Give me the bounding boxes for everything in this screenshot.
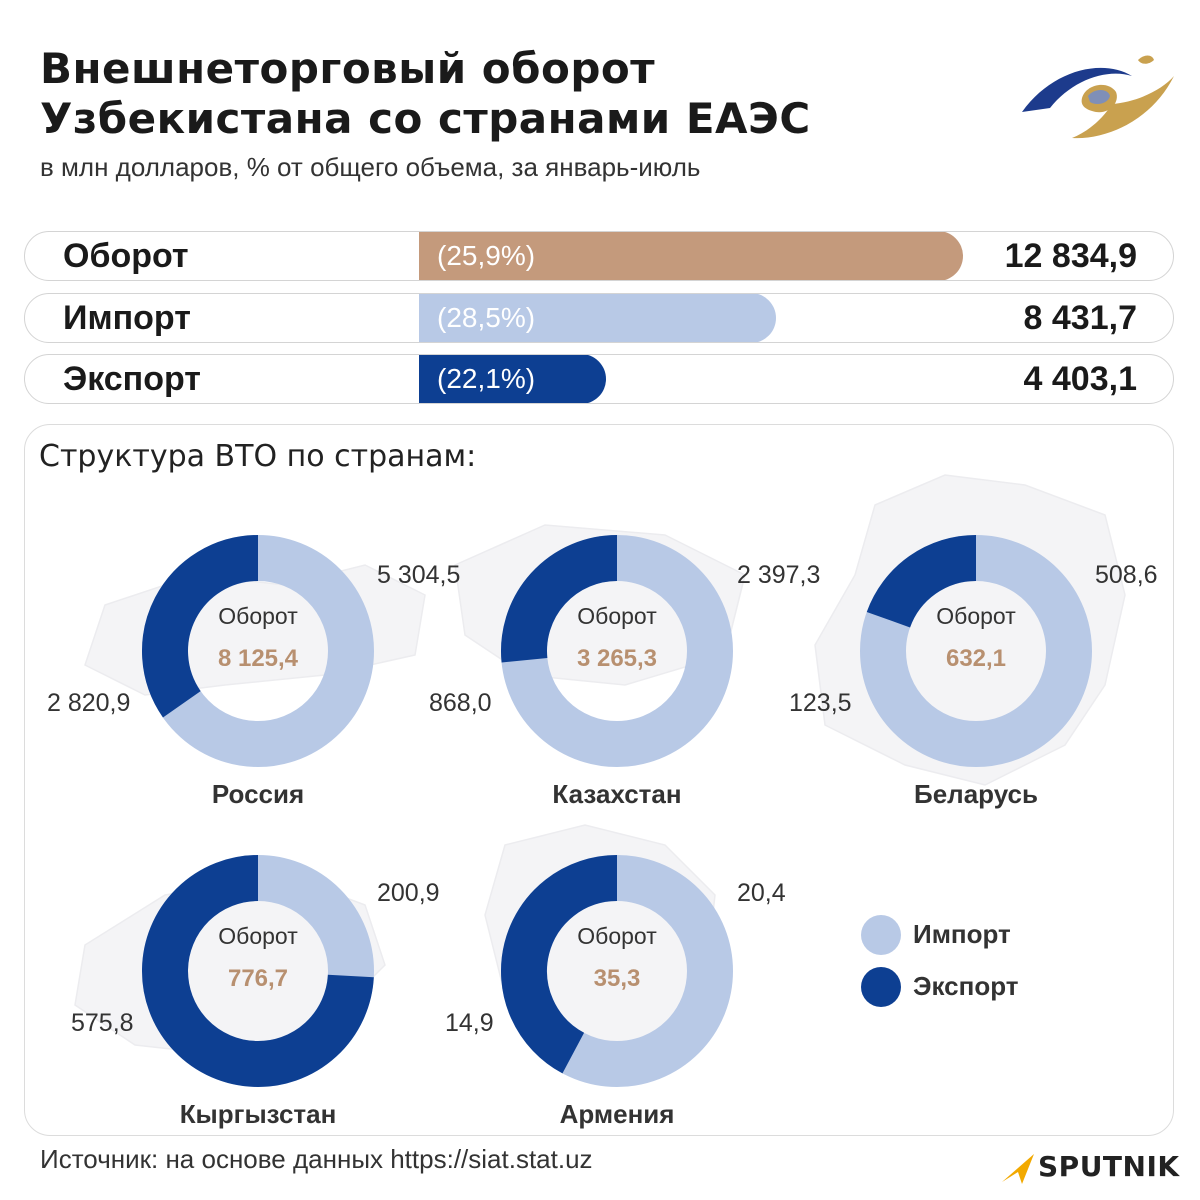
summary-label: Оборот — [63, 237, 189, 275]
export-value-label: 868,0 — [429, 689, 492, 717]
donut-center-value: 632,1 — [945, 645, 1007, 672]
country-structure-panel: Структура ВТО по странам: Оборот 8 125,4 5… — [24, 424, 1174, 1136]
donut-center-value: 776,7 — [227, 965, 289, 992]
summary-value: 8 431,7 — [1023, 299, 1137, 337]
summary-label: Импорт — [63, 299, 191, 337]
donut-center-value: 3 265,3 — [576, 645, 658, 672]
donut-center-label: Оборот — [577, 923, 657, 949]
donut-center-label: Оборот — [218, 603, 298, 629]
legend-export-dot — [861, 967, 901, 1007]
title-line-2: Узбекистана со странами ЕАЭС — [40, 94, 811, 143]
donut-chart — [501, 535, 733, 767]
summary-label: Экспорт — [63, 360, 201, 398]
eaeu-logo-icon — [1022, 55, 1174, 139]
legend-import-label: Импорт — [913, 919, 1011, 949]
summary-bar-turnover: (25,9%) — [419, 232, 963, 280]
summary-row-turnover: Оборот (25,9%) 12 834,9 — [24, 231, 1174, 281]
import-value-label: 200,9 — [377, 879, 440, 907]
page-title: Внешнеторговый оборот Узбекистана со стр… — [40, 44, 811, 144]
donut-export-segment — [142, 535, 259, 718]
summary-pct: (25,9%) — [437, 240, 536, 271]
source-note: Источник: на основе данных https://siat.… — [40, 1144, 593, 1174]
donut-export-segment — [501, 535, 618, 663]
country-name: Казахстан — [552, 779, 682, 809]
import-value-label: 20,4 — [737, 879, 786, 907]
export-value-label: 123,5 — [789, 689, 852, 717]
donut-center-label: Оборот — [577, 603, 657, 629]
country-name: Кыргызстан — [179, 1099, 337, 1129]
export-value-label: 14,9 — [445, 1009, 494, 1037]
import-value-label: 5 304,5 — [377, 561, 461, 589]
summary-pct: (28,5%) — [437, 302, 536, 333]
import-value-label: 508,6 — [1095, 561, 1158, 589]
sputnik-arrow-icon — [1002, 1154, 1034, 1184]
page-subtitle: в млн долларов, % от общего объема, за я… — [40, 152, 701, 182]
donut-chart — [860, 535, 1092, 767]
donut-center-label: Оборот — [218, 923, 298, 949]
import-value-label: 2 397,3 — [737, 561, 821, 589]
donut-center-value: 35,3 — [593, 965, 641, 992]
summary-bar-import: (28,5%) — [419, 294, 777, 342]
donut-chart — [142, 855, 374, 1087]
summary-value: 4 403,1 — [1023, 360, 1137, 398]
brand-name: SPUTNIK — [1038, 1150, 1180, 1183]
summary-row-import: Импорт (28,5%) 8 431,7 — [24, 293, 1174, 343]
donut-chart — [501, 855, 733, 1087]
country-name: Россия — [211, 779, 305, 809]
title-line-1: Внешнеторговый оборот — [40, 44, 656, 93]
donut-center-value: 8 125,4 — [217, 645, 299, 672]
sputnik-logo: SPUTNIK — [1000, 1148, 1180, 1188]
summary-bar-export: (22,1%) — [419, 355, 606, 403]
country-name: Беларусь — [914, 779, 1038, 809]
summary-pct: (22,1%) — [437, 363, 536, 394]
legend-import-dot — [861, 915, 901, 955]
summary-row-export: Экспорт (22,1%) 4 403,1 — [24, 354, 1174, 404]
country-name: Армения — [559, 1099, 675, 1129]
legend-export-label: Экспорт — [913, 971, 1019, 1001]
donut-export-segment — [866, 535, 977, 629]
export-value-label: 2 820,9 — [47, 689, 131, 717]
donut-export-segment — [142, 855, 374, 1087]
donut-chart — [142, 535, 374, 767]
export-value-label: 575,8 — [71, 1009, 134, 1037]
summary-value: 12 834,9 — [1004, 237, 1137, 275]
donut-export-segment — [501, 855, 618, 1074]
structure-title: Структура ВТО по странам: — [39, 439, 477, 474]
donut-center-label: Оборот — [936, 603, 1016, 629]
